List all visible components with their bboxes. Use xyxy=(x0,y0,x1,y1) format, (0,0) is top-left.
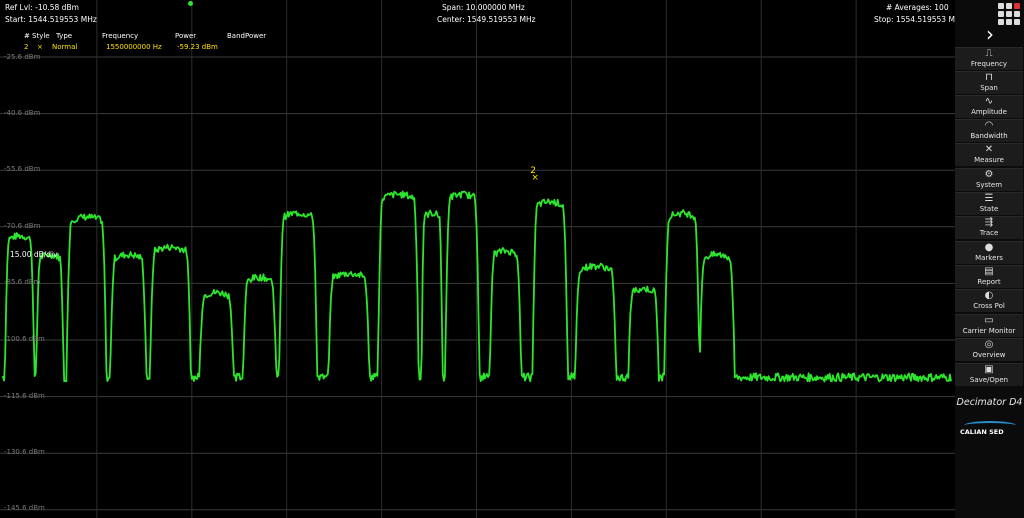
sidebar-item-span[interactable]: ⊓ Span xyxy=(955,71,1023,94)
state-icon: ☰ xyxy=(984,193,994,204)
ref-level-readout: Ref Lvl: -10.58 dBm xyxy=(5,3,79,12)
marker-row-power: -59.23 dBm xyxy=(177,43,218,51)
markers-icon: ● xyxy=(984,242,994,253)
marker-col-type: Type xyxy=(56,32,73,40)
start-frequency-readout: Start: 1544.519553 MHz xyxy=(5,15,97,24)
frequency-icon: ⎍ xyxy=(985,48,993,59)
spectrum-plot[interactable]: × 2 Ref Lvl: -10.58 dBm Start: 1544.51955… xyxy=(0,0,965,518)
y-label-6: -100.6 dBm xyxy=(4,335,45,343)
marker-row-num: 2 xyxy=(24,43,29,51)
sidebar-item-label: Span xyxy=(980,84,998,92)
system-icon: ⚙ xyxy=(984,169,994,180)
sidebar-item-cross-pol[interactable]: ◐ Cross Pol xyxy=(955,289,1023,312)
report-icon: ▤ xyxy=(984,266,994,277)
center-frequency-readout: Center: 1549.519553 MHz xyxy=(437,15,536,24)
trace-icon: ⇶ xyxy=(984,217,994,228)
y-label-1: -25.6 dBm xyxy=(4,53,41,61)
sidebar-item-system[interactable]: ⚙ System xyxy=(955,168,1023,191)
sidebar-item-label: Markers xyxy=(975,254,1003,262)
sidebar-item-trace[interactable]: ⇶ Trace xyxy=(955,216,1023,239)
sidebar-item-carrier-monitor[interactable]: ▭ Carrier Monitor xyxy=(955,314,1023,337)
spectrum-trace-chart: ×2 xyxy=(0,0,955,518)
sidebar-item-save-open[interactable]: ▣ Save/Open xyxy=(955,363,1023,386)
sidebar-item-markers[interactable]: ● Markers xyxy=(955,241,1023,264)
sidebar-item-state[interactable]: ☰ State xyxy=(955,192,1023,215)
amplitude-icon: ∿ xyxy=(984,96,994,107)
spectrum-trace-line xyxy=(1,190,952,383)
status-dot xyxy=(188,1,193,6)
marker-row-frequency: 1550000000 Hz xyxy=(106,43,162,51)
stop-frequency-readout: Stop: 1554.519553 MHz xyxy=(874,15,965,24)
sidebar-item-amplitude[interactable]: ∿ Amplitude xyxy=(955,95,1023,118)
bandwidth-icon: ◠ xyxy=(984,120,994,131)
sidebar-item-label: Carrier Monitor xyxy=(962,327,1016,335)
y-label-4: -70.6 dBm xyxy=(4,222,41,230)
y-label-5: -85.6 dBm xyxy=(4,278,41,286)
overview-icon: ◎ xyxy=(984,339,994,350)
sidebar-item-label: State xyxy=(979,205,999,213)
sidebar-item-frequency[interactable]: ⎍ Frequency xyxy=(955,47,1023,70)
y-label-2: -40.6 dBm xyxy=(4,109,41,117)
sidebar-item-label: Report xyxy=(977,278,1001,286)
sidebar-item-label: Trace xyxy=(979,229,999,237)
save-icon: ▣ xyxy=(984,364,994,375)
sidebar-item-report[interactable]: ▤ Report xyxy=(955,265,1023,288)
sidebar-item-label: Save/Open xyxy=(969,376,1009,384)
y-label-9: -145.6 dBm xyxy=(4,504,45,512)
measure-icon: ✕ xyxy=(984,144,994,155)
sidebar-item-overview[interactable]: ◎ Overview xyxy=(955,338,1023,361)
sidebar-item-label: Bandwidth xyxy=(970,132,1008,140)
marker-col-bandpower: BandPower xyxy=(227,32,267,40)
y-label-8: -130.6 dBm xyxy=(4,448,45,456)
carrier-monitor-icon: ▭ xyxy=(984,315,994,326)
y-label-3: -55.6 dBm xyxy=(4,165,41,173)
trace-group xyxy=(1,190,952,383)
sidebar-item-label: System xyxy=(975,181,1003,189)
span-icon: ⊓ xyxy=(985,72,993,83)
marker-row-type: Normal xyxy=(52,43,78,51)
sidebar-item-label: Frequency xyxy=(970,60,1008,68)
span-readout: Span: 10.000000 MHz xyxy=(442,3,525,12)
sidebar-item-label: Cross Pol xyxy=(973,302,1005,310)
sidebar-item-bandwidth[interactable]: ◠ Bandwidth xyxy=(955,119,1023,142)
cross-pol-icon: ◐ xyxy=(984,290,994,301)
marker-col-num: # xyxy=(24,32,30,40)
device-brand: Decimator D4 xyxy=(956,397,1023,408)
expand-sidebar-button[interactable]: › xyxy=(957,24,1023,44)
apps-grid-button[interactable] xyxy=(998,3,1020,25)
calian-logo: CALIAN SED xyxy=(958,420,1022,440)
marker-col-frequency: Frequency xyxy=(102,32,139,40)
scale-per-division: 15.00 dB/div xyxy=(10,250,58,259)
sidebar-item-label: Measure xyxy=(974,156,1004,164)
averages-readout: # Averages: 100 xyxy=(886,3,949,12)
y-label-7: -115.6 dBm xyxy=(4,392,45,400)
logo-text: CALIAN SED xyxy=(960,428,1004,436)
marker-group: ×2 xyxy=(530,166,539,183)
marker-x-symbol: × xyxy=(531,173,539,183)
logo-arc xyxy=(964,421,1016,430)
marker-number-label: 2 xyxy=(530,166,536,176)
marker-col-power: Power xyxy=(175,32,197,40)
chevron-right-icon: › xyxy=(986,22,994,46)
marker-col-style: Style xyxy=(32,32,50,40)
marker-row-style: × xyxy=(37,43,43,51)
sidebar-item-label: Overview xyxy=(972,351,1006,359)
sidebar-item-label: Amplitude xyxy=(971,108,1007,116)
sidebar-item-measure[interactable]: ✕ Measure xyxy=(955,143,1023,166)
